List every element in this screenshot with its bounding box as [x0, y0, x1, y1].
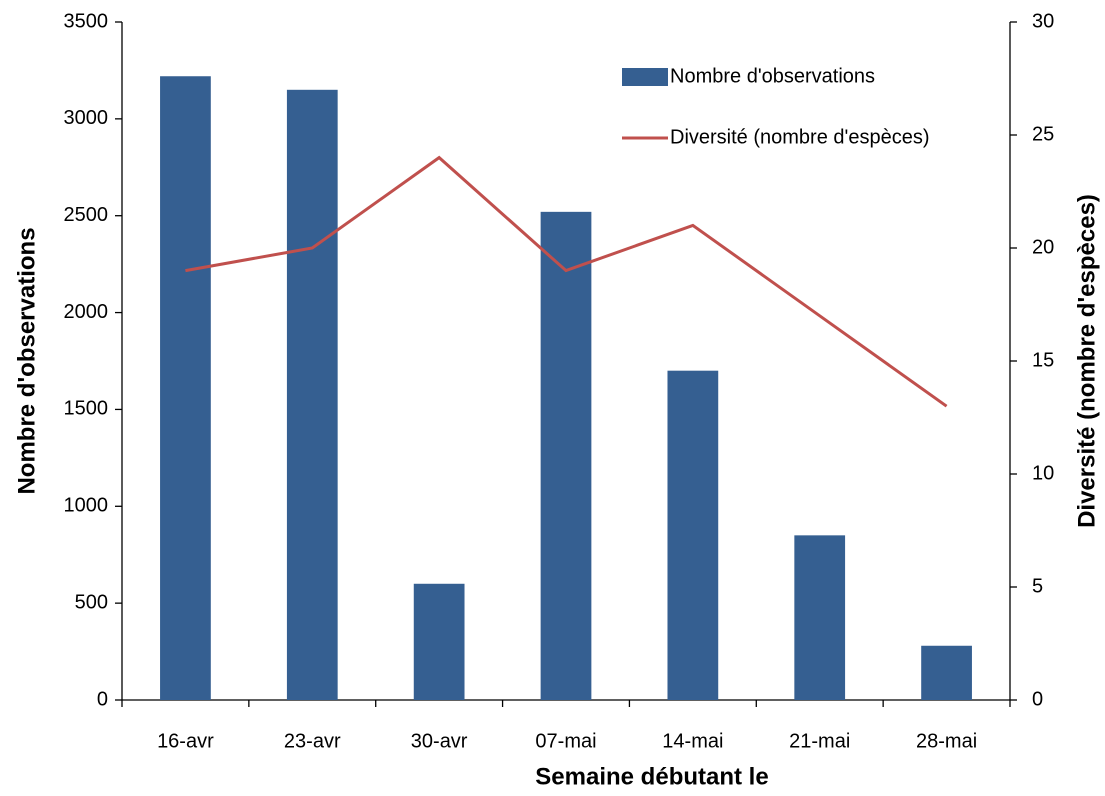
bar	[286, 89, 338, 701]
x-tick-label: 28-mai	[916, 730, 977, 752]
y2-axis-title: Diversité (nombre d'espèces)	[1073, 194, 1100, 528]
x-tick-label: 14-mai	[662, 730, 723, 752]
y-tick-label: 500	[75, 591, 108, 613]
x-tick-label: 07-mai	[535, 730, 596, 752]
y-tick-label: 3500	[64, 10, 109, 32]
y-tick-label: 3000	[64, 107, 109, 129]
y-tick-label: 2500	[64, 204, 109, 226]
x-tick-label: 23-avr	[284, 730, 341, 752]
legend-swatch	[622, 68, 668, 86]
y2-tick-label: 0	[1032, 688, 1043, 710]
y2-tick-label: 30	[1032, 10, 1054, 32]
bar	[667, 370, 719, 700]
y2-tick-label: 10	[1032, 462, 1054, 484]
y2-tick-label: 5	[1032, 575, 1043, 597]
y2-tick-label: 15	[1032, 349, 1054, 371]
legend-label: Diversité (nombre d'espèces)	[670, 126, 929, 148]
y-tick-label: 0	[97, 688, 108, 710]
bar	[413, 583, 465, 700]
y-tick-label: 2000	[64, 301, 109, 323]
y2-tick-label: 20	[1032, 236, 1054, 258]
legend-label: Nombre d'observations	[670, 65, 875, 87]
y-axis-title: Nombre d'observations	[13, 227, 40, 494]
x-tick-label: 21-mai	[789, 730, 850, 752]
bar	[794, 535, 846, 700]
y-tick-label: 1500	[64, 398, 109, 420]
x-tick-label: 16-avr	[157, 730, 214, 752]
bar	[540, 211, 592, 700]
x-axis-title: Semaine débutant le	[535, 763, 768, 790]
bar	[921, 645, 972, 700]
y2-tick-label: 25	[1032, 123, 1054, 145]
x-tick-label: 30-avr	[411, 730, 468, 752]
bar	[160, 76, 211, 701]
y-tick-label: 1000	[64, 495, 109, 517]
line	[185, 155, 948, 408]
